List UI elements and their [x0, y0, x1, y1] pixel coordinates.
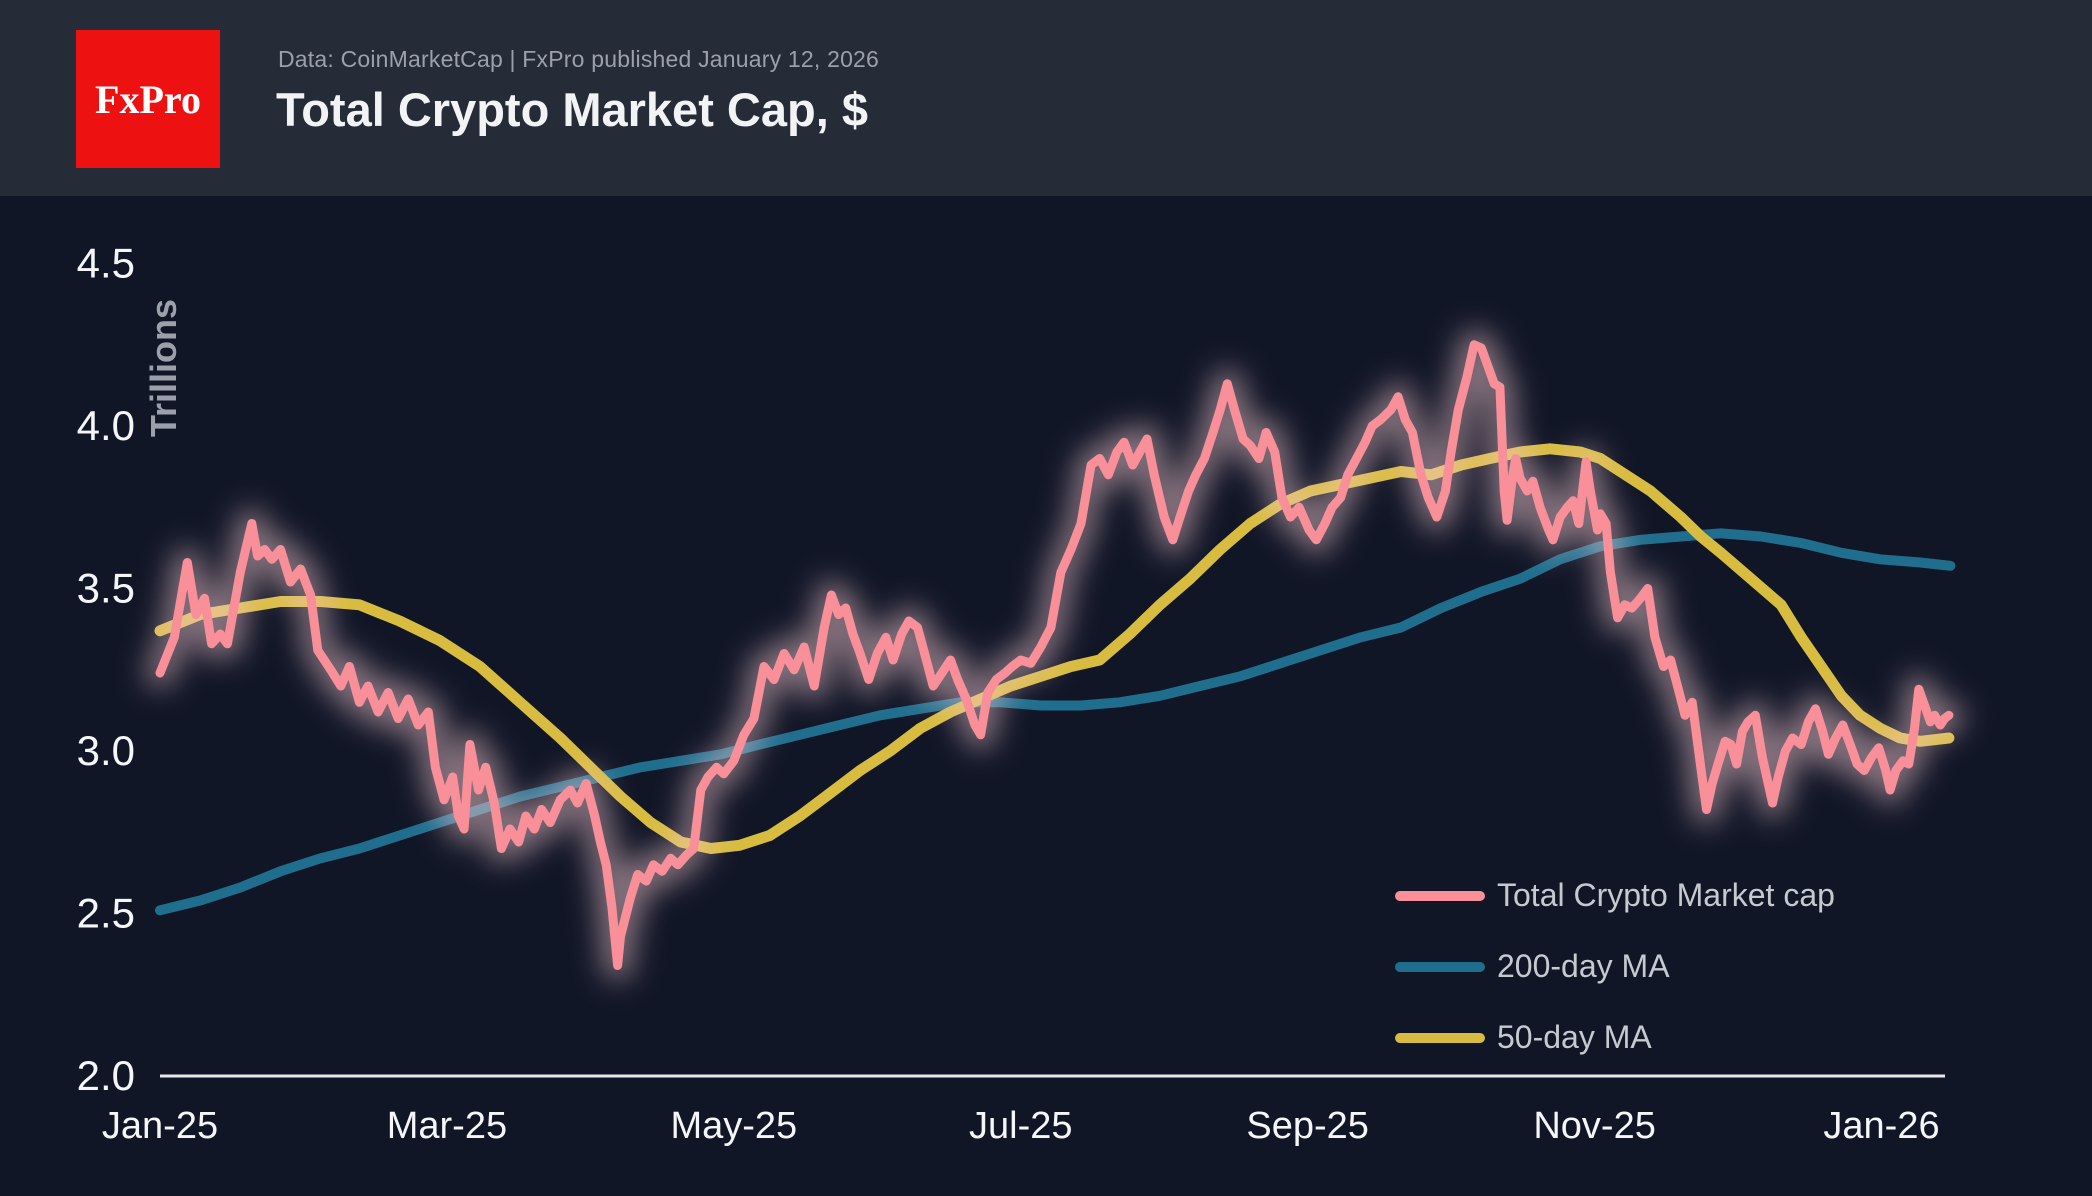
x-tick-label: Jul-25 [969, 1105, 1073, 1147]
fxpro-logo-text: FxPro [95, 76, 201, 122]
legend-item-total-crypto-market-cap: Total Crypto Market cap [1395, 860, 1975, 931]
y-tick-label: 4.0 [77, 402, 135, 449]
x-tick-label: Mar-25 [387, 1105, 507, 1147]
chart-legend: Total Crypto Market cap 200-day MA 50-da… [1395, 860, 1975, 1073]
legend-label: 200-day MA [1497, 948, 1670, 984]
series-line-50-day-ma [154, 443, 1955, 854]
y-tick-label: 2.5 [77, 890, 135, 937]
legend-label: 50-day MA [1497, 1019, 1652, 1055]
y-tick-label: 3.0 [77, 727, 135, 774]
x-tick-label: Sep-25 [1246, 1105, 1369, 1147]
x-tick-label: Jan-25 [102, 1105, 218, 1147]
legend-swatch-total-crypto-market-cap [1395, 890, 1485, 901]
legend-item-50-day-ma: 50-day MA [1395, 1002, 1975, 1073]
legend-item-200-day-ma: 200-day MA [1395, 931, 1975, 1002]
legend-swatch-50-day-ma [1395, 1032, 1485, 1043]
x-tick-label: Nov-25 [1533, 1105, 1656, 1147]
y-axis-title: Trillions [143, 299, 184, 437]
y-tick-label: 4.5 [77, 240, 135, 287]
y-tick-label: 3.5 [77, 565, 135, 612]
page-title: Total Crypto Market Cap, $ [276, 83, 868, 136]
x-tick-label: May-25 [670, 1105, 797, 1147]
fxpro-logo: FxPro [76, 30, 220, 168]
y-tick-label: 2.0 [77, 1052, 135, 1099]
x-tick-label: Jan-26 [1823, 1105, 1939, 1147]
header-bar: FxPro Data: CoinMarketCap | FxPro publis… [0, 0, 2092, 196]
legend-label: Total Crypto Market cap [1497, 877, 1835, 913]
legend-swatch-200-day-ma [1395, 961, 1485, 972]
chart-source-line: Data: CoinMarketCap | FxPro published Ja… [278, 46, 880, 72]
series-line-total-crypto-market-cap [155, 340, 1954, 970]
